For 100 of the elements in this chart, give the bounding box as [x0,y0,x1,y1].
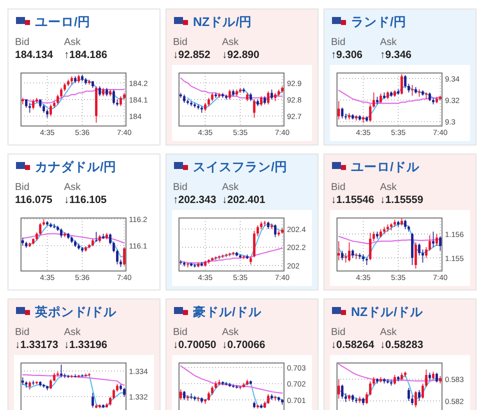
candlestick [436,234,438,246]
text: Bid [173,182,188,193]
candlestick [422,249,424,264]
candlestick [404,74,406,89]
chart-title: 豪ドル/ドル [192,304,262,319]
candlestick [50,378,52,390]
candlestick [341,250,344,261]
line-series [29,224,125,258]
candlestick [112,241,115,253]
text: ↓0.70050 [173,339,216,351]
candlestick [56,94,59,105]
chart-title: NZドル/ドル [351,305,424,319]
candlestick [414,390,417,408]
candlestick [400,74,403,96]
candlestick [425,246,428,258]
chart-title: ランド/円 [351,15,406,29]
candlestick [112,388,115,400]
text: Bid [173,327,188,338]
chart-title: ユーロ/ドル [351,160,420,174]
candlestick [418,390,420,402]
candlestick [432,231,434,248]
text: 116.075 [15,194,53,206]
candlestick [116,249,118,265]
candlestick [372,231,375,242]
candlestick [180,388,182,400]
chart-title: 英ポンド/ドル [34,305,118,319]
line-series [187,224,283,266]
candlestick [411,395,414,406]
candlestick [270,89,273,100]
candlestick [28,102,31,114]
text: ↓92.890 [222,49,260,61]
candlestick [418,243,420,256]
candlestick [369,380,372,396]
candlestick [338,378,340,400]
text: Ask [222,327,240,338]
candlestick [260,96,262,107]
line-series [180,365,283,394]
text: ↑9.346 [380,49,412,61]
text: ↓0.58283 [380,339,424,351]
candlestick [408,387,410,402]
candlestick [228,89,231,100]
text: Ask [64,327,82,338]
candlestick [425,369,428,388]
text: ↓1.33196 [64,339,108,351]
candlestick [253,230,256,258]
candlestick [274,224,276,238]
candlestick [32,99,34,110]
candlestick [341,107,344,119]
text: Ask [380,182,398,193]
candlestick [428,234,431,252]
candlestick [436,372,438,383]
text: ↓92.852 [173,49,211,61]
text: ↓202.401 [222,194,266,206]
text: ↓0.58264 [331,339,374,351]
candlestick [341,384,344,400]
candlestick [60,88,62,98]
text: Ask [380,327,398,338]
candlestick [120,96,122,107]
line-series [22,374,125,386]
candlestick [98,86,101,97]
candlestick [256,224,259,237]
text: Ask [64,37,82,48]
candlestick [338,100,340,120]
candlestick [60,364,62,378]
text: 184.134 [15,49,54,61]
candlestick [394,374,396,386]
candlestick [411,232,414,266]
candlestick [112,89,115,105]
candlestick [267,90,270,105]
candlestick [422,383,424,400]
line-series [180,382,283,408]
candlestick [380,93,382,104]
text: Ask [222,37,240,48]
candlestick [39,222,42,236]
chart-title: スイスフラン/円 [193,160,288,174]
text: Bid [331,182,346,193]
candlestick [369,104,372,122]
candlestick [338,240,340,261]
text: Bid [331,37,346,48]
line-series [22,89,125,104]
text: Bid [15,182,30,193]
candlestick [109,396,112,406]
text: Ask [64,182,82,193]
candlestick [253,99,256,118]
line-series [22,374,125,408]
text: Bid [15,37,30,48]
candlestick [348,242,350,262]
candlestick [109,233,112,245]
candlestick [50,104,52,116]
candlestick [60,228,62,238]
candlestick [411,84,414,96]
line-series [29,79,125,110]
text: ↓116.105 [64,194,107,206]
candlestick [123,387,126,398]
candlestick [267,394,270,404]
text: Ask [380,37,398,48]
chart-title: NZドル/円 [193,15,252,29]
chart-title: カナダドル/円 [35,160,116,174]
candlestick [372,92,375,108]
text: Ask [222,182,240,193]
